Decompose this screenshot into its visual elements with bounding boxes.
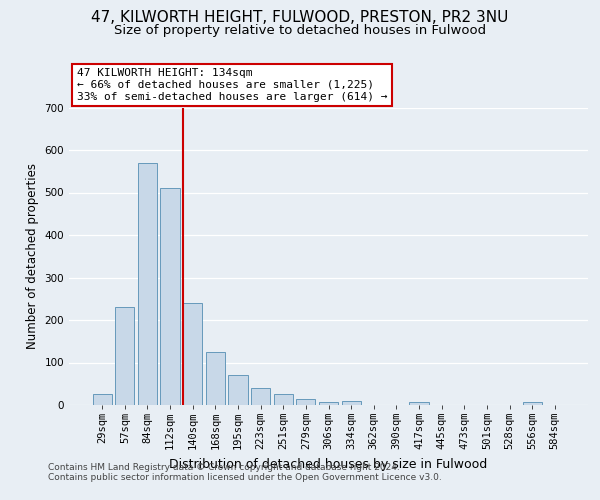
Bar — [296, 400, 316, 405]
Bar — [251, 388, 270, 405]
Bar — [409, 402, 428, 405]
Text: 47 KILWORTH HEIGHT: 134sqm
← 66% of detached houses are smaller (1,225)
33% of s: 47 KILWORTH HEIGHT: 134sqm ← 66% of deta… — [77, 68, 387, 102]
Y-axis label: Number of detached properties: Number of detached properties — [26, 163, 39, 350]
Bar — [523, 402, 542, 405]
Bar — [206, 352, 225, 405]
Text: 47, KILWORTH HEIGHT, FULWOOD, PRESTON, PR2 3NU: 47, KILWORTH HEIGHT, FULWOOD, PRESTON, P… — [91, 10, 509, 25]
Bar — [92, 394, 112, 405]
Bar — [138, 163, 157, 405]
Bar — [274, 394, 293, 405]
Bar — [160, 188, 180, 405]
Bar — [115, 307, 134, 405]
Bar — [229, 375, 248, 405]
Text: Contains HM Land Registry data © Crown copyright and database right 2024.: Contains HM Land Registry data © Crown c… — [48, 462, 400, 471]
Bar — [341, 401, 361, 405]
Bar — [183, 303, 202, 405]
Bar — [319, 402, 338, 405]
Text: Contains public sector information licensed under the Open Government Licence v3: Contains public sector information licen… — [48, 472, 442, 482]
Text: Size of property relative to detached houses in Fulwood: Size of property relative to detached ho… — [114, 24, 486, 37]
X-axis label: Distribution of detached houses by size in Fulwood: Distribution of detached houses by size … — [169, 458, 488, 471]
